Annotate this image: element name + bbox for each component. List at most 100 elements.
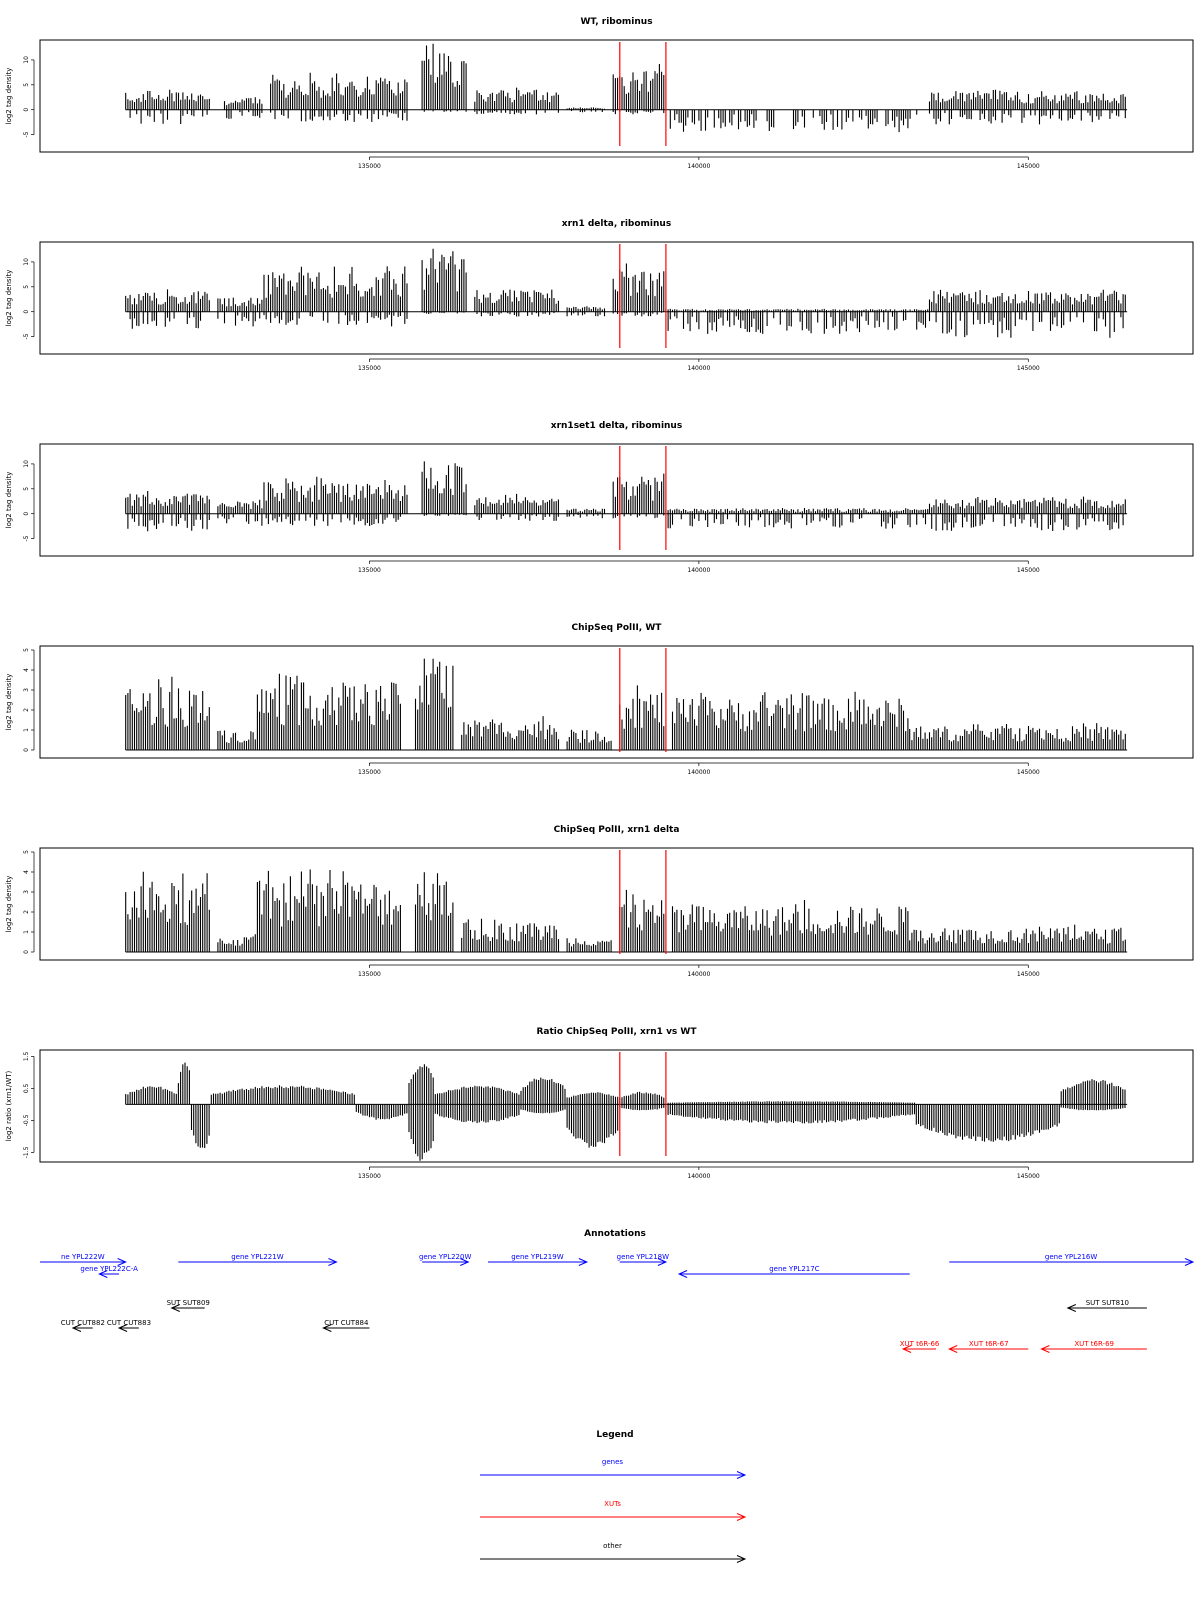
y-tick-label: 5 [23, 285, 30, 289]
annotation-feature: CUT CUT883 [107, 1319, 151, 1332]
annotation-feature: SUT SUT809 [167, 1299, 210, 1312]
arrowhead-icon [1066, 1304, 1077, 1312]
y-tick-label: 4 [23, 668, 30, 672]
plot-frame [39, 847, 1194, 961]
annotation-feature: gene YPL220W [419, 1253, 471, 1266]
x-tick-label: 145000 [1017, 567, 1040, 574]
panel-4: ChipSeq PolII, WT 0 1 2 3 4 5 log2 tag density 1… [5, 623, 1194, 776]
plot-frame [39, 1049, 1194, 1163]
panel-title: Ratio ChipSeq PolII, xrn1 vs WT [537, 1027, 698, 1037]
arrowhead-icon [947, 1345, 958, 1353]
x-tick-label: 135000 [358, 365, 381, 372]
annotation-track: Annotations ne YPL222W gene YPL222C-A gene… [40, 1229, 1195, 1353]
x-tick-label: 135000 [358, 163, 381, 170]
y-axis-label: log2 tag density [5, 472, 13, 529]
y-tick-label: -1.5 [23, 1146, 30, 1158]
y-tick-label: 0 [23, 108, 30, 112]
legend-label: genes [602, 1458, 623, 1466]
annotation-feature: ne YPL222W [40, 1253, 127, 1266]
legend-item: XUTs [480, 1500, 747, 1521]
feature-label: CUT CUT884 [324, 1319, 369, 1327]
x-tick-label: 140000 [687, 769, 710, 776]
x-tick-label: 145000 [1017, 1173, 1040, 1180]
y-axis-label: log2 tag density [5, 876, 13, 933]
legend-title: Legend [596, 1430, 633, 1440]
legend-item: genes [480, 1458, 747, 1479]
x-tick-label: 145000 [1017, 971, 1040, 978]
arrowhead-icon [71, 1324, 82, 1332]
arrowhead-icon [328, 1258, 338, 1266]
signal-bars [125, 1062, 1126, 1161]
arrowhead-icon [901, 1345, 912, 1353]
feature-label: gene YPL221W [231, 1253, 283, 1261]
y-tick-label: 2 [23, 708, 30, 712]
annotation-feature: XUT t6R-67 [947, 1340, 1029, 1353]
y-tick-label: 0 [23, 950, 30, 954]
y-tick-label: 10 [23, 56, 30, 64]
x-tick-label: 140000 [687, 567, 710, 574]
annotation-feature: SUT SUT810 [1066, 1299, 1147, 1312]
y-tick-label: 1.5 [23, 1051, 30, 1061]
annotation-feature: gene YPL218W [617, 1253, 669, 1266]
y-tick-label: 1 [23, 728, 30, 732]
y-tick-label: -5 [23, 535, 30, 541]
feature-label: gene YPL217C [769, 1265, 819, 1273]
x-tick-label: 140000 [687, 1173, 710, 1180]
signal-bars [125, 248, 1126, 338]
arrowhead-icon [117, 1324, 128, 1332]
feature-label: XUT t6R-66 [900, 1340, 940, 1348]
feature-label: ne YPL222W [61, 1253, 105, 1261]
legend-item: other [480, 1542, 747, 1563]
y-tick-label: 5 [23, 648, 30, 652]
y-tick-label: 5 [23, 850, 30, 854]
annotations-title: Annotations [584, 1229, 646, 1239]
feature-label: SUT SUT809 [167, 1299, 210, 1307]
annotation-feature: gene YPL219W [488, 1253, 589, 1266]
signal-bars [125, 658, 1126, 750]
arrowhead-icon [98, 1270, 108, 1278]
y-axis-label: log2 tag density [5, 68, 13, 125]
plot-frame [39, 645, 1194, 759]
plot-frame [39, 241, 1194, 355]
x-tick-label: 140000 [687, 163, 710, 170]
signal-bars [125, 43, 1126, 133]
x-tick-label: 140000 [687, 365, 710, 372]
legend-label: XUTs [604, 1500, 621, 1508]
plot-frame [39, 39, 1194, 153]
x-tick-label: 145000 [1017, 365, 1040, 372]
panel-1: WT, ribominus -5 0 5 10 log2 tag density 13500… [5, 17, 1194, 170]
arrowhead-icon [170, 1304, 180, 1312]
panel-title: ChipSeq PolII, xrn1 delta [554, 825, 680, 835]
arrowhead-icon [460, 1258, 470, 1266]
y-tick-label: 3 [23, 890, 30, 894]
panel-2: xrn1 delta, ribominus -5 0 5 10 log2 tag dens… [5, 219, 1194, 372]
signal-bars [125, 461, 1126, 532]
y-tick-label: 5 [23, 487, 30, 491]
panel-title: WT, ribominus [580, 17, 652, 27]
signal-bars [125, 869, 1126, 952]
panel-3: xrn1set1 delta, ribominus -5 0 5 10 log2 tag … [5, 421, 1194, 574]
panel-6: Ratio ChipSeq PolII, xrn1 vs WT -1.5 -0.5 0… [5, 1027, 1194, 1180]
y-tick-label: 0 [23, 512, 30, 516]
annotation-feature: gene YPL221W [178, 1253, 338, 1266]
y-tick-label: 4 [23, 870, 30, 874]
feature-label: SUT SUT810 [1086, 1299, 1129, 1307]
annotation-feature: gene YPL222C-A [80, 1265, 138, 1278]
x-tick-label: 135000 [358, 567, 381, 574]
y-tick-label: -5 [23, 131, 30, 137]
arrowhead-icon [657, 1258, 668, 1266]
x-tick-label: 145000 [1017, 163, 1040, 170]
x-tick-label: 140000 [687, 971, 710, 978]
y-tick-label: 3 [23, 688, 30, 692]
x-tick-label: 135000 [358, 971, 381, 978]
y-tick-label: 0.5 [23, 1083, 30, 1093]
arrowhead-icon [736, 1471, 747, 1479]
feature-label: CUT CUT883 [107, 1319, 151, 1327]
y-tick-label: 10 [23, 460, 30, 468]
annotation-feature: CUT CUT884 [322, 1319, 370, 1332]
annotation-feature: gene YPL217C [677, 1265, 910, 1278]
arrowhead-icon [578, 1258, 589, 1266]
panel-title: xrn1 delta, ribominus [562, 219, 671, 229]
y-tick-label: -5 [23, 333, 30, 339]
